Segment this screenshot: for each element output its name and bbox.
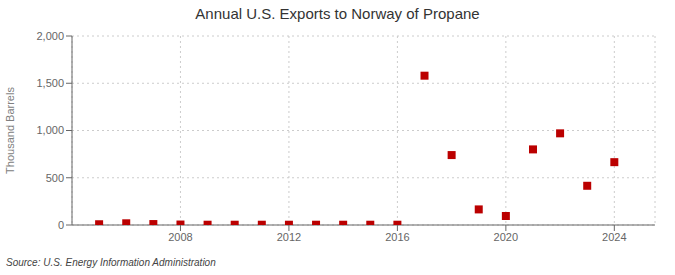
svg-text:2008: 2008 — [168, 231, 192, 243]
html-text:Annual U.S. Exports to Norway: Annual U.S. Exports to Norway of Propane — [195, 5, 480, 22]
svg-text:2024: 2024 — [602, 231, 626, 243]
svg-text:1,500: 1,500 — [36, 77, 64, 89]
svg-text:Thousand Barrels: Thousand Barrels — [8, 87, 16, 174]
svg-text:2016: 2016 — [385, 231, 409, 243]
svg-text:2020: 2020 — [494, 231, 518, 243]
svg-text:500: 500 — [46, 172, 64, 184]
svg-text:0: 0 — [58, 219, 64, 231]
svg-text:2,000: 2,000 — [36, 30, 64, 42]
html-text:Source: U.S. Energy Informatio: Source: U.S. Energy Information Administ… — [6, 257, 216, 268]
svg-text:2012: 2012 — [277, 231, 301, 243]
svg-text:1,000: 1,000 — [36, 124, 64, 136]
